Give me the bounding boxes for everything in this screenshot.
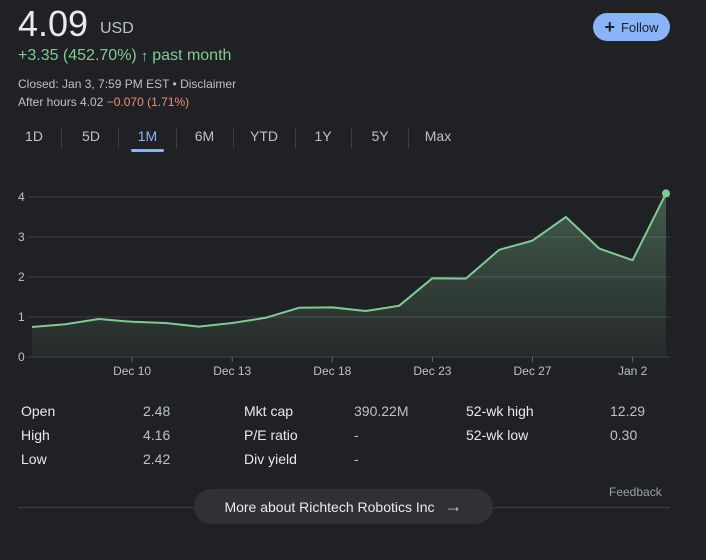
stat-pe-value: - <box>354 427 359 443</box>
tab-separator <box>233 128 234 148</box>
after-hours-info: After hours 4.02 −0.070 (1.71%) <box>18 95 189 109</box>
stat-mktcap-label: Mkt cap <box>244 403 294 419</box>
disclaimer-link[interactable]: Disclaimer <box>180 77 237 91</box>
x-tick-label: Dec 23 <box>413 364 451 378</box>
closed-text: Closed: Jan 3, 7:59 PM EST <box>18 77 170 91</box>
up-arrow-icon: ↑ <box>140 47 149 65</box>
x-tick-label: Jan 2 <box>618 364 648 378</box>
follow-label: Follow <box>620 19 659 35</box>
separator: • <box>169 77 181 91</box>
y-tick-label: 4 <box>18 190 25 204</box>
y-tick-label: 1 <box>18 310 25 324</box>
stat-low-value: 2.42 <box>143 451 171 467</box>
change-value: +3.35 (452.70%) <box>18 47 137 64</box>
y-tick-label: 3 <box>18 230 25 244</box>
tab-separator <box>351 128 352 148</box>
stat-pe-label: P/E ratio <box>244 427 298 443</box>
tab-max[interactable]: Max <box>424 128 452 144</box>
currency: USD <box>100 20 134 37</box>
stat-52wkhigh-value: 12.29 <box>610 403 646 419</box>
after-hours-label: After hours 4.02 <box>18 95 104 109</box>
more-about-label: More about Richtech Robotics Inc <box>224 498 435 515</box>
price: 4.09 <box>18 3 89 44</box>
x-tick-label: Dec 27 <box>514 364 552 378</box>
x-tick-label: Dec 18 <box>313 364 351 378</box>
plus-icon: + <box>604 17 615 37</box>
tab-1y[interactable]: 1Y <box>314 128 332 144</box>
stat-mktcap-value: 390.22M <box>354 403 409 419</box>
feedback-link[interactable]: Feedback <box>609 485 662 499</box>
tab-separator <box>61 128 62 148</box>
stat-52wklow-label: 52-wk low <box>466 427 529 443</box>
tab-1d[interactable]: 1D <box>25 128 43 144</box>
stat-high-value: 4.16 <box>143 427 171 443</box>
stat-52wklow-value: 0.30 <box>610 427 638 443</box>
area-fill <box>32 193 666 357</box>
stat-low-label: Low <box>21 451 47 467</box>
more-about-button[interactable]: More about Richtech Robotics Inc → <box>194 489 493 524</box>
after-hours-change: −0.070 (1.71%) <box>106 95 190 109</box>
stat-52wkhigh-label: 52-wk high <box>466 403 534 419</box>
tab-separator <box>295 128 296 148</box>
change-period: past month <box>152 47 232 64</box>
y-tick-label: 2 <box>18 270 25 284</box>
stat-high-label: High <box>21 427 50 443</box>
price-change: +3.35 (452.70%) ↑ past month <box>18 47 231 65</box>
tab-separator <box>176 128 177 148</box>
stat-divyield-label: Div yield <box>244 451 297 467</box>
stat-divyield-value: - <box>354 451 359 467</box>
price-chart[interactable]: 0 1 2 3 4 Dec 10 Dec 13 Dec 18 Dec 23 Dec 27 Jan … <box>0 180 706 390</box>
tab-1m[interactable]: 1M <box>131 124 164 152</box>
tab-5y[interactable]: 5Y <box>371 128 389 144</box>
x-tick-label: Dec 10 <box>113 364 151 378</box>
y-tick-label: 0 <box>18 350 25 364</box>
tab-ytd[interactable]: YTD <box>250 128 278 144</box>
x-tick-label: Dec 13 <box>213 364 251 378</box>
tab-6m[interactable]: 6M <box>194 128 215 144</box>
closed-info: Closed: Jan 3, 7:59 PM EST • Disclaimer <box>18 77 236 91</box>
tab-separator <box>408 128 409 148</box>
stat-open-value: 2.48 <box>143 403 171 419</box>
tab-5d[interactable]: 5D <box>82 128 100 144</box>
tab-separator <box>118 128 119 148</box>
data-point <box>662 189 670 198</box>
arrow-right-icon: → <box>444 496 463 516</box>
stat-open-label: Open <box>21 403 56 419</box>
follow-button[interactable]: + Follow <box>593 13 670 41</box>
series-line <box>31 192 667 328</box>
